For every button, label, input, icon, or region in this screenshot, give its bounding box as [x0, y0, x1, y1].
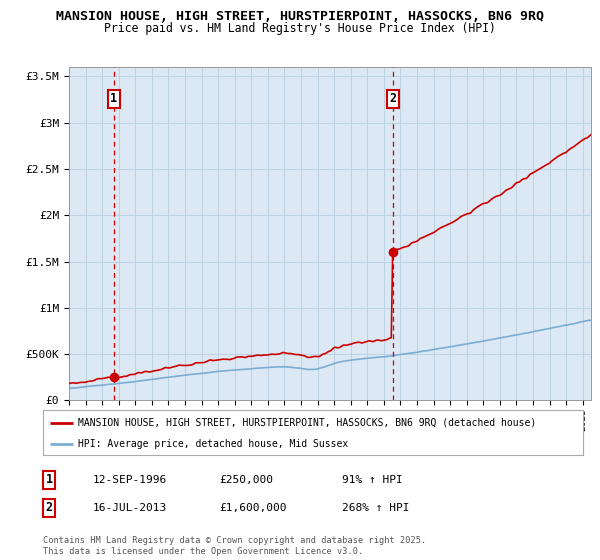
Text: £1,600,000: £1,600,000: [219, 503, 287, 513]
Text: 91% ↑ HPI: 91% ↑ HPI: [342, 475, 403, 485]
Text: 1: 1: [110, 92, 118, 105]
Text: MANSION HOUSE, HIGH STREET, HURSTPIERPOINT, HASSOCKS, BN6 9RQ: MANSION HOUSE, HIGH STREET, HURSTPIERPOI…: [56, 10, 544, 23]
Text: 2: 2: [389, 92, 397, 105]
Text: Price paid vs. HM Land Registry's House Price Index (HPI): Price paid vs. HM Land Registry's House …: [104, 22, 496, 35]
Text: MANSION HOUSE, HIGH STREET, HURSTPIERPOINT, HASSOCKS, BN6 9RQ (detached house): MANSION HOUSE, HIGH STREET, HURSTPIERPOI…: [78, 418, 536, 428]
Text: 268% ↑ HPI: 268% ↑ HPI: [342, 503, 409, 513]
Text: £250,000: £250,000: [219, 475, 273, 485]
Text: Contains HM Land Registry data © Crown copyright and database right 2025.
This d: Contains HM Land Registry data © Crown c…: [43, 536, 427, 556]
Text: HPI: Average price, detached house, Mid Sussex: HPI: Average price, detached house, Mid …: [78, 439, 349, 449]
Text: 2: 2: [46, 501, 53, 515]
Text: 16-JUL-2013: 16-JUL-2013: [93, 503, 167, 513]
Text: 12-SEP-1996: 12-SEP-1996: [93, 475, 167, 485]
Text: 1: 1: [46, 473, 53, 487]
